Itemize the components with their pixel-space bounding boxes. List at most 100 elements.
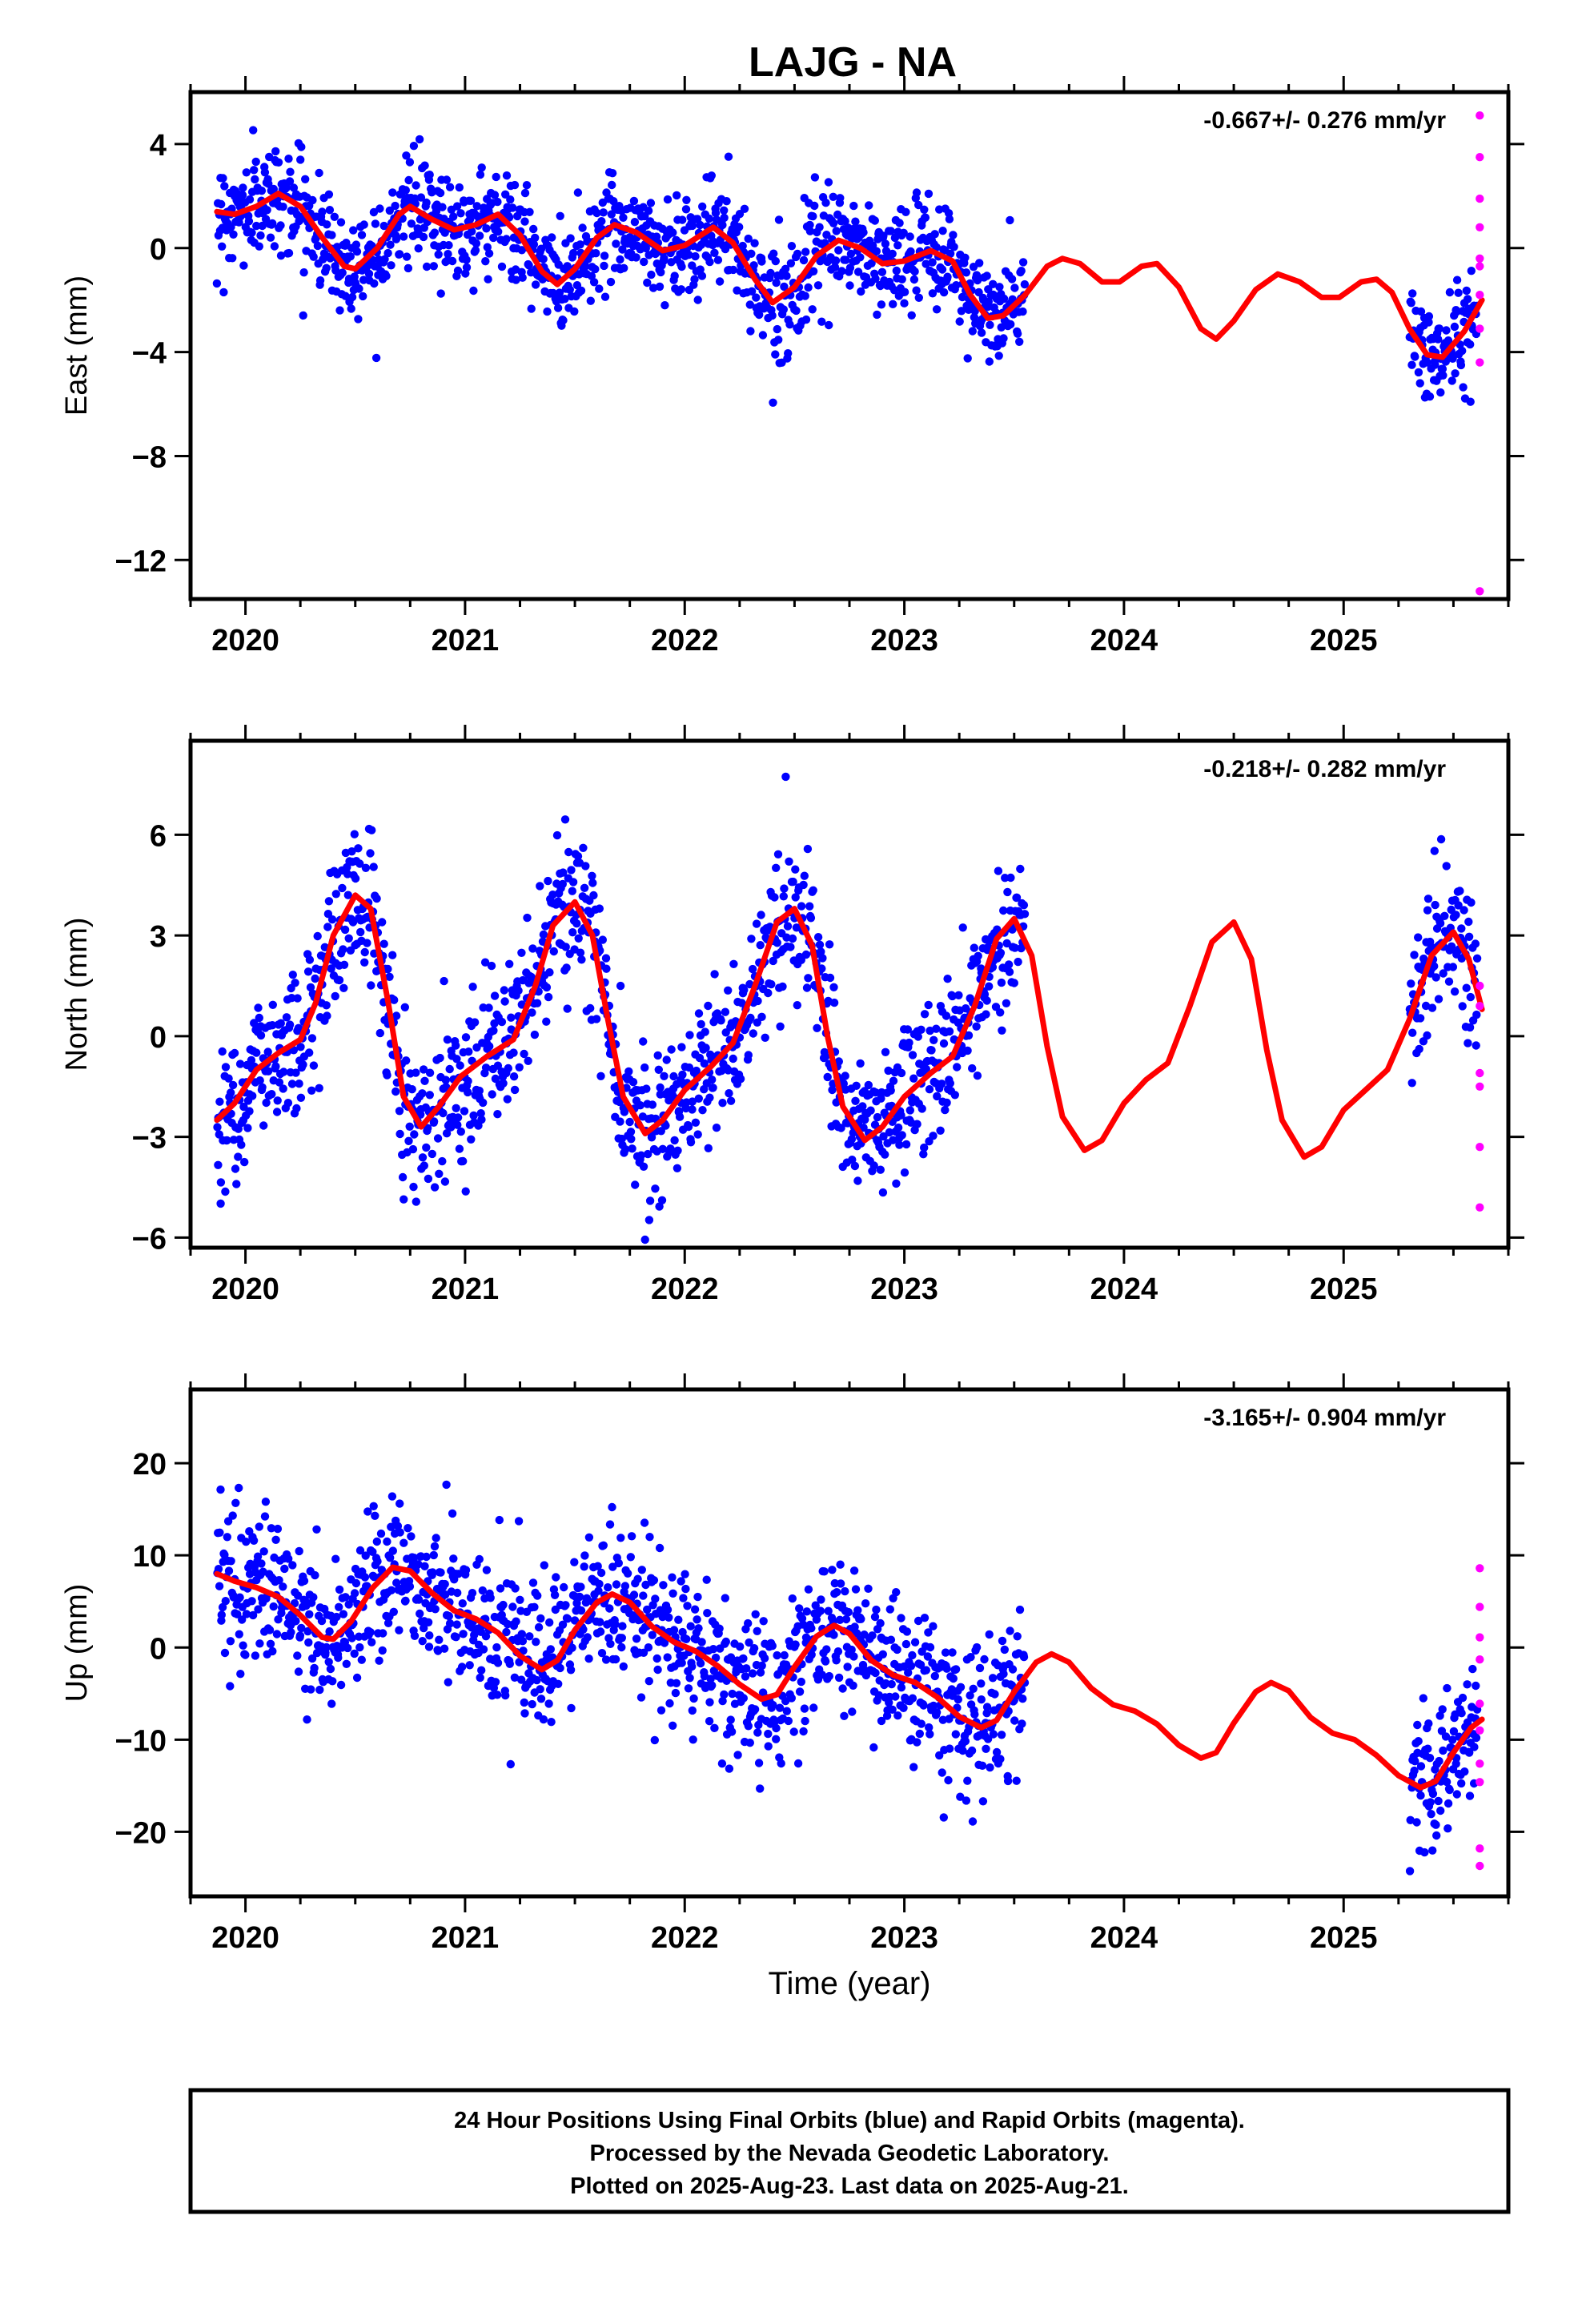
final-orbit-point — [710, 1723, 719, 1732]
final-orbit-point — [756, 1668, 765, 1677]
final-orbit-point — [620, 1582, 630, 1590]
final-orbit-point — [1434, 995, 1443, 1003]
final-orbit-point — [375, 1656, 383, 1665]
final-orbit-point — [238, 1615, 247, 1624]
final-orbit-point — [361, 1551, 370, 1560]
final-orbit-point — [917, 1104, 926, 1113]
final-orbit-point — [693, 1592, 702, 1602]
final-orbit-point — [470, 1630, 479, 1639]
final-orbit-point — [828, 1085, 837, 1095]
final-orbit-point — [440, 228, 449, 237]
final-orbit-point — [977, 328, 986, 337]
final-orbit-point — [372, 1537, 381, 1546]
final-orbit-point — [1460, 1767, 1469, 1776]
final-orbit-point — [1411, 1757, 1419, 1766]
final-orbit-point — [757, 1661, 766, 1671]
final-orbit-point — [841, 255, 850, 264]
final-orbit-point — [280, 1564, 289, 1574]
final-orbit-point — [1432, 1831, 1441, 1840]
final-orbit-point — [650, 1735, 659, 1745]
final-orbit-point — [920, 1010, 930, 1019]
final-orbit-point — [1436, 388, 1445, 397]
final-orbit-point — [1414, 368, 1423, 377]
final-orbit-point — [724, 152, 733, 161]
y-tick-label: −8 — [132, 440, 167, 474]
final-orbit-point — [595, 904, 604, 913]
final-orbit-point — [359, 220, 368, 229]
final-orbit-point — [532, 1675, 541, 1685]
final-orbit-point — [651, 1184, 660, 1193]
final-orbit-point — [996, 948, 1006, 958]
final-orbit-point — [224, 1074, 233, 1083]
final-orbit-point — [663, 1605, 673, 1614]
final-orbit-point — [489, 1026, 498, 1035]
final-orbit-point — [801, 1716, 809, 1726]
final-orbit-point — [497, 262, 507, 271]
final-orbit-point — [223, 1136, 231, 1145]
final-orbit-point — [313, 241, 323, 251]
final-orbit-point — [1472, 954, 1482, 963]
final-orbit-point — [1435, 1711, 1444, 1720]
final-orbit-point — [405, 1122, 414, 1132]
final-orbit-point — [391, 235, 401, 243]
final-orbit-point — [563, 1004, 572, 1013]
final-orbit-point — [588, 871, 596, 881]
final-orbit-point — [239, 261, 248, 270]
final-orbit-point — [465, 1661, 474, 1670]
x-tick-label: 2025 — [1310, 624, 1378, 657]
final-orbit-point — [221, 1063, 231, 1072]
final-orbit-point — [355, 1642, 364, 1652]
final-orbit-point — [1424, 318, 1433, 327]
final-orbit-point — [701, 1043, 710, 1052]
final-orbit-point — [357, 231, 367, 239]
final-orbit-point — [360, 947, 369, 957]
y-tick-label: 0 — [150, 233, 167, 267]
final-orbit-point — [799, 255, 809, 265]
final-orbit-point — [847, 1645, 856, 1655]
final-orbit-point — [293, 994, 302, 1003]
final-orbit-point — [926, 1642, 935, 1652]
final-orbit-point — [705, 1093, 714, 1102]
final-orbit-point — [412, 1197, 420, 1206]
final-orbit-point — [503, 1619, 512, 1629]
final-orbit-point — [919, 1150, 928, 1159]
final-orbit-point — [1465, 1023, 1475, 1032]
final-orbit-point — [705, 1717, 714, 1726]
final-orbit-point — [648, 283, 658, 292]
final-orbit-point — [938, 1768, 946, 1777]
final-orbit-point — [263, 1047, 272, 1056]
final-orbit-point — [1013, 329, 1022, 338]
final-orbit-point — [688, 221, 697, 231]
final-orbit-point — [233, 1610, 242, 1618]
final-orbit-point — [893, 1123, 903, 1132]
final-orbit-point — [328, 1677, 337, 1686]
x-tick-label: 2023 — [870, 624, 938, 657]
final-orbit-point — [663, 195, 673, 204]
final-orbit-point — [544, 876, 552, 886]
final-orbit-point — [575, 1592, 584, 1602]
final-orbit-point — [258, 1083, 267, 1092]
final-orbit-point — [906, 1662, 916, 1671]
final-orbit-point — [468, 1589, 477, 1598]
final-orbit-point — [908, 1051, 917, 1059]
final-orbit-point — [472, 202, 481, 211]
final-orbit-point — [788, 1594, 797, 1603]
final-orbit-point — [507, 1013, 516, 1022]
final-orbit-point — [235, 1630, 243, 1638]
final-orbit-point — [998, 1636, 1007, 1646]
final-orbit-point — [525, 1632, 534, 1641]
final-orbit-point — [238, 191, 247, 199]
final-orbit-point — [517, 1675, 526, 1684]
final-orbit-point — [897, 1683, 906, 1692]
final-orbit-point — [424, 1124, 432, 1132]
final-orbit-point — [284, 1554, 293, 1563]
final-orbit-point — [772, 1723, 781, 1733]
final-orbit-point — [984, 297, 994, 306]
final-orbit-point — [919, 1701, 928, 1710]
final-orbit-point — [809, 1703, 818, 1712]
final-orbit-point — [888, 249, 897, 259]
final-orbit-point — [453, 266, 463, 275]
final-orbit-point — [420, 1623, 428, 1633]
final-orbit-point — [885, 1128, 894, 1137]
